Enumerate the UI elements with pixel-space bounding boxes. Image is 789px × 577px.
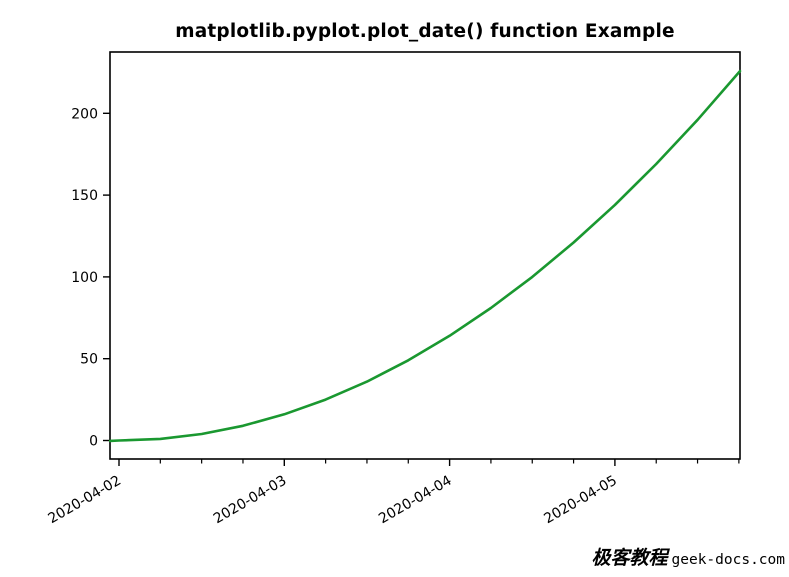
- x-tick-label: 2020-04-02: [46, 473, 124, 528]
- data-line: [108, 69, 742, 443]
- chart-title: matplotlib.pyplot.plot_date() function E…: [175, 21, 675, 42]
- y-tick-label: 200: [71, 106, 98, 122]
- watermark-cn-text: 极客教程: [591, 547, 668, 569]
- y-tick-label: 0: [89, 434, 98, 450]
- y-tick-label: 100: [71, 270, 98, 286]
- plot-border: [109, 51, 741, 460]
- x-tick-label: 2020-04-03: [211, 473, 289, 528]
- x-tick-label: 2020-04-05: [541, 473, 619, 528]
- y-tick-label: 150: [71, 188, 98, 204]
- x-tick-label: 2020-04-04: [376, 473, 455, 528]
- y-tick-label: 50: [80, 352, 98, 368]
- watermark: 极客教程 geek-docs.com: [591, 543, 785, 570]
- watermark-site-text: geek-docs.com: [671, 552, 786, 568]
